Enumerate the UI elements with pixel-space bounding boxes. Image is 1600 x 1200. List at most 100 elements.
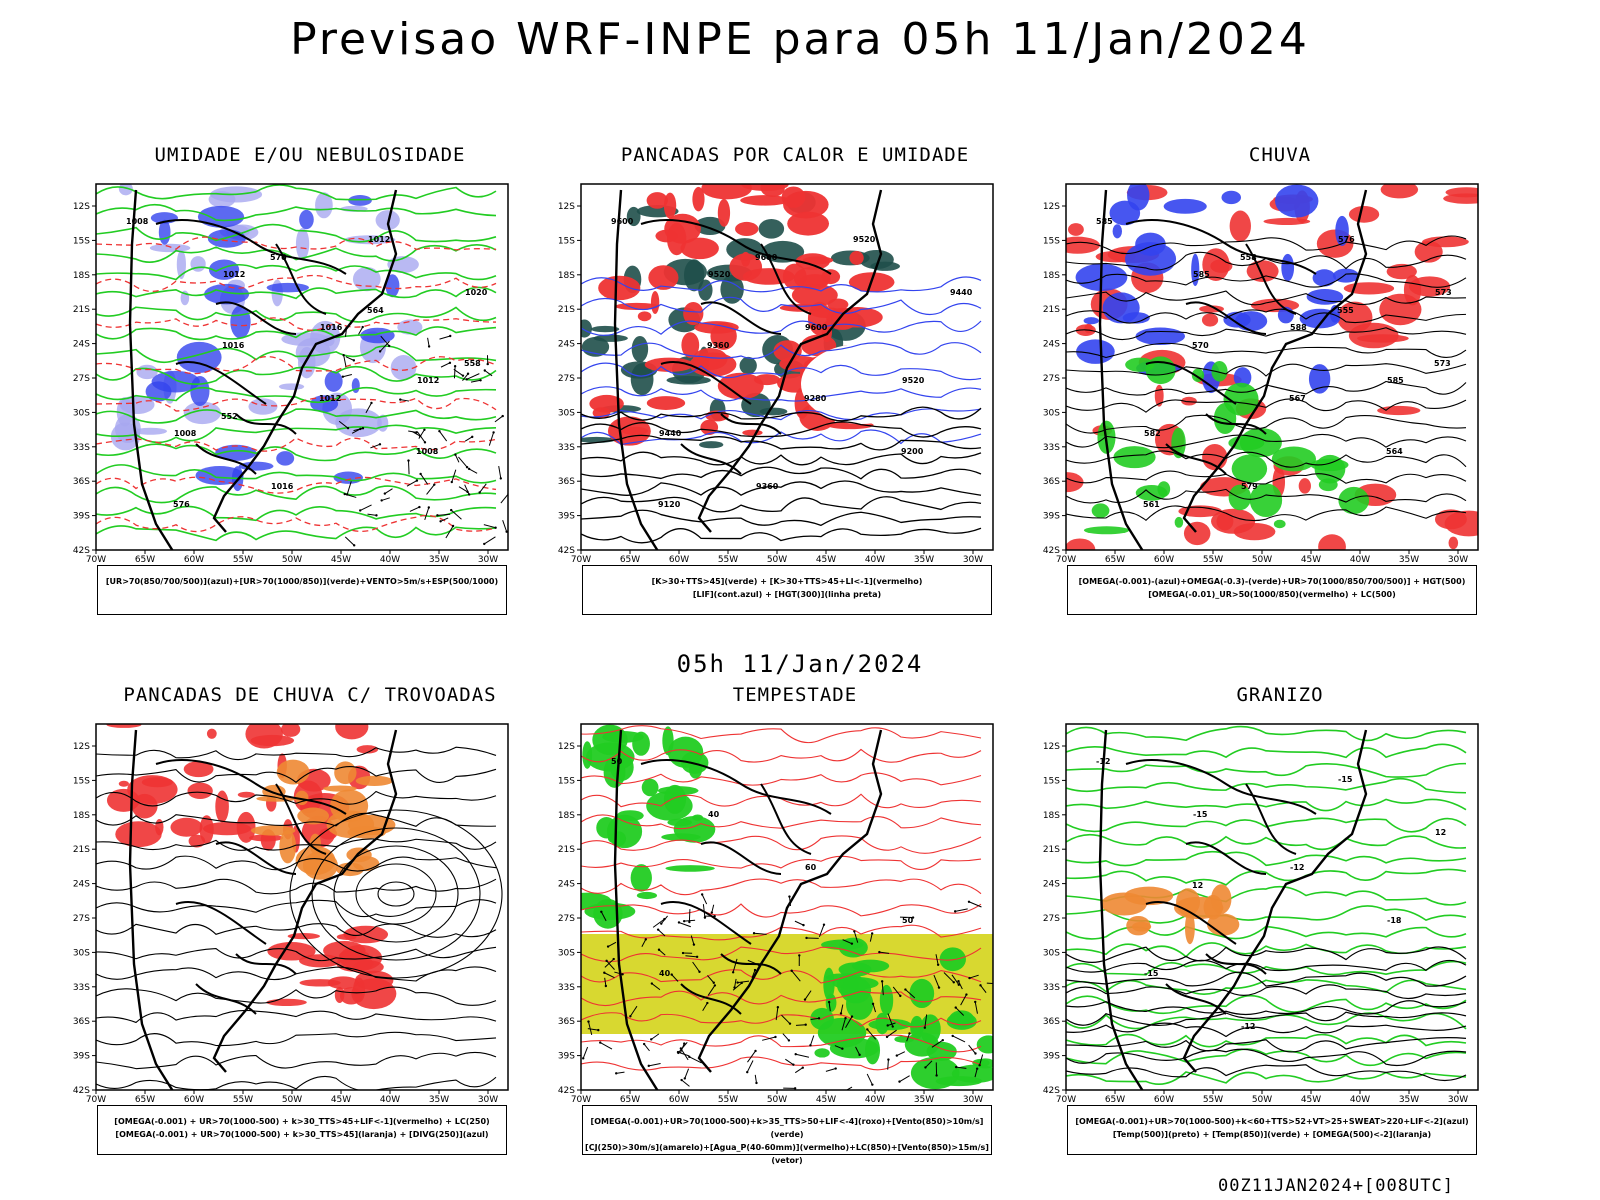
shaded-area bbox=[581, 892, 612, 910]
legend-line: [K>30+TTS>45](verde) + [K>30+TTS>45+LI<-… bbox=[651, 577, 923, 586]
wind-vector-head bbox=[663, 917, 666, 921]
wind-vector-head bbox=[483, 542, 486, 546]
contour-line bbox=[1066, 470, 1467, 485]
wind-vector-head bbox=[794, 1053, 797, 1056]
contour-line bbox=[96, 485, 497, 504]
contour-label: 1008 bbox=[174, 429, 197, 438]
contour-label: -12 bbox=[1241, 1022, 1255, 1031]
wind-vector-head bbox=[676, 1050, 680, 1054]
shaded-area bbox=[183, 761, 214, 778]
wind-vector-head bbox=[465, 378, 469, 381]
wind-vector-head bbox=[878, 950, 881, 954]
wind-vector-head bbox=[753, 968, 757, 972]
legend-box: [OMEGA(-0.001)+UR>70(1000-500)+k<60+TTS>… bbox=[1067, 1105, 1477, 1155]
shaded-area bbox=[385, 274, 400, 298]
wind-vector-head bbox=[656, 928, 660, 931]
shaded-area bbox=[589, 394, 624, 413]
lon-tick-label: 35W bbox=[1399, 1095, 1419, 1105]
contour-label: 570 bbox=[270, 253, 287, 262]
wind-vector-head bbox=[615, 1072, 618, 1075]
contour-line bbox=[581, 748, 982, 763]
wind-vector-head bbox=[621, 973, 624, 976]
wind-vector-head bbox=[677, 921, 681, 924]
wind-vector bbox=[896, 1051, 906, 1057]
wind-vector-head bbox=[494, 526, 497, 529]
lat-tick-label: 15S bbox=[558, 776, 575, 786]
contour-line bbox=[1066, 817, 1467, 833]
wind-vector bbox=[732, 982, 743, 991]
contour-line bbox=[1066, 960, 1467, 976]
shaded-area bbox=[611, 831, 627, 847]
wind-vector bbox=[343, 355, 347, 367]
lon-tick-label: 40W bbox=[865, 555, 885, 565]
contour-line bbox=[1066, 743, 1467, 759]
contour-line bbox=[96, 286, 497, 300]
contour-line bbox=[96, 986, 497, 1006]
wind-vector bbox=[841, 1017, 846, 1031]
map-border bbox=[1065, 723, 1479, 1091]
shaded-area bbox=[665, 865, 715, 872]
contour-line bbox=[581, 362, 982, 381]
contour-line bbox=[581, 451, 982, 466]
lat-tick-label: 36S bbox=[1043, 1017, 1060, 1027]
wind-vector bbox=[866, 1073, 873, 1085]
shaded-area bbox=[1124, 886, 1174, 906]
contour-line bbox=[1066, 1064, 1467, 1082]
shaded-area bbox=[119, 395, 155, 415]
wind-vector-head bbox=[850, 1015, 854, 1018]
wind-vector-head bbox=[629, 1015, 632, 1018]
wind-vector bbox=[810, 1017, 820, 1020]
lat-tick-label: 33S bbox=[73, 983, 90, 993]
wind-vector bbox=[358, 326, 364, 335]
shaded-area bbox=[875, 1012, 889, 1035]
wind-vector-head bbox=[979, 984, 982, 987]
shaded-area bbox=[356, 745, 379, 754]
shaded-area bbox=[1131, 921, 1152, 932]
shaded-area bbox=[726, 238, 764, 261]
wind-vector-head bbox=[359, 509, 362, 512]
wind-vector-head bbox=[670, 973, 673, 976]
wind-vector-head bbox=[681, 951, 685, 955]
wind-vector bbox=[380, 335, 390, 347]
cyclone-streamline bbox=[333, 845, 459, 943]
shaded-area bbox=[115, 821, 162, 848]
wind-vector-head bbox=[451, 524, 455, 528]
contour-line bbox=[1066, 946, 1467, 963]
wind-vector-head bbox=[978, 1063, 981, 1067]
map-content bbox=[96, 724, 503, 1090]
wind-vector bbox=[606, 960, 615, 970]
legend-line: [OMEGA(-0.01)_UR>50(1000/850)(vermelho) … bbox=[1148, 590, 1396, 599]
contour-label: 561 bbox=[1143, 500, 1160, 509]
shaded-area bbox=[1113, 446, 1156, 469]
lat-tick-label: 27S bbox=[73, 374, 90, 384]
lon-tick-label: 35W bbox=[429, 555, 449, 565]
lon-tick-label: 65W bbox=[620, 1095, 640, 1105]
lon-tick-label: 60W bbox=[184, 1095, 204, 1105]
wind-vector-head bbox=[731, 971, 735, 974]
wind-vector-head bbox=[965, 993, 968, 996]
shaded-area bbox=[735, 221, 759, 236]
wind-vector-head bbox=[605, 959, 608, 963]
contour-line bbox=[96, 838, 497, 851]
shaded-area bbox=[680, 237, 719, 260]
shaded-area bbox=[197, 205, 245, 228]
lat-tick-label: 15S bbox=[73, 776, 90, 786]
shaded-area bbox=[199, 815, 214, 844]
lat-tick-label: 39S bbox=[558, 512, 575, 522]
shaded-area bbox=[1338, 486, 1370, 515]
panel-title: TEMPESTADE bbox=[732, 684, 858, 706]
lon-tick-label: 50W bbox=[767, 1095, 787, 1105]
shaded-area bbox=[236, 811, 256, 843]
wind-vector bbox=[445, 525, 454, 539]
lat-tick-label: 30S bbox=[73, 948, 90, 958]
shaded-area bbox=[187, 782, 213, 800]
contour-line bbox=[581, 878, 982, 896]
shaded-area bbox=[352, 266, 381, 292]
lon-tick-label: 50W bbox=[767, 555, 787, 565]
contour-line bbox=[96, 1051, 497, 1070]
wind-vector bbox=[754, 1074, 757, 1084]
wind-vector bbox=[794, 920, 804, 926]
contour-line bbox=[1066, 290, 1467, 306]
contour-line bbox=[581, 1056, 982, 1071]
